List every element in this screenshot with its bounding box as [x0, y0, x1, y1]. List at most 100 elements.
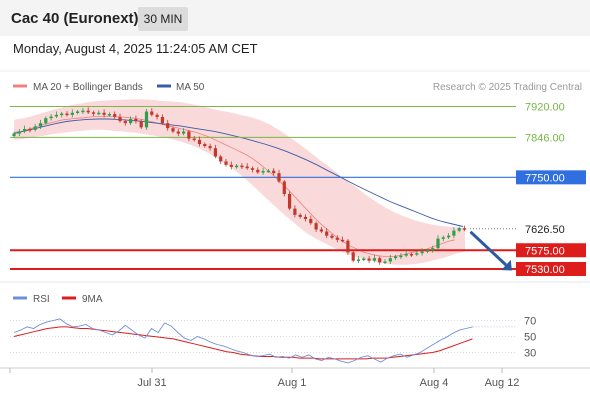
candle-body — [325, 231, 329, 236]
candle-body — [261, 171, 265, 173]
level-tag-7530.00 — [516, 262, 586, 276]
time-tick-label: Aug 12 — [485, 377, 520, 389]
candle-body — [86, 110, 90, 113]
candle-body — [383, 261, 387, 263]
level-tag-7750.00 — [516, 170, 586, 185]
legend-rsi-ma-label: 9MA — [82, 294, 103, 305]
forecast-arrow — [469, 230, 508, 267]
level-value-7575.00: 7575.00 — [525, 245, 565, 257]
candle-body — [107, 114, 111, 116]
candle-body — [351, 252, 355, 261]
legend-bollinger-label: MA 20 + Bollinger Bands — [33, 82, 143, 93]
candle-body — [17, 131, 21, 134]
candle-body — [203, 144, 207, 147]
candle-body — [404, 254, 408, 256]
rsi-tick-70: 70 — [524, 316, 536, 328]
candle-body — [378, 258, 382, 263]
candle-body — [65, 113, 69, 116]
candle-body — [197, 139, 202, 144]
candle-body — [213, 148, 217, 157]
candle-body — [420, 251, 424, 254]
candle-body — [129, 119, 133, 124]
candle-body — [54, 114, 58, 117]
candle-body — [288, 194, 292, 209]
candle-body — [388, 258, 392, 262]
candle-body — [123, 121, 127, 124]
candle-body — [176, 131, 180, 134]
candle-body — [219, 156, 223, 162]
candle-body — [102, 112, 106, 115]
candle-body — [399, 255, 403, 258]
candle-body — [113, 114, 117, 117]
candle-body — [81, 110, 85, 113]
candle-body — [362, 258, 366, 261]
candle-body — [409, 254, 414, 256]
level-value-7846.00: 7846.00 — [525, 132, 565, 144]
candle-body — [160, 116, 164, 124]
candle-body — [282, 181, 286, 194]
candle-body — [457, 228, 461, 231]
candle-body — [144, 111, 149, 128]
rsi-ma-line — [13, 326, 473, 360]
candle-body — [229, 164, 233, 167]
bollinger-band-area — [14, 99, 465, 265]
candle-body — [425, 250, 429, 252]
candle-body — [431, 248, 435, 251]
candle-body — [441, 237, 445, 239]
candle-body — [272, 170, 276, 174]
candle-body — [250, 168, 255, 170]
legend-ma50-label: MA 50 — [176, 82, 205, 93]
candle-body — [277, 173, 281, 182]
candle-body — [447, 235, 451, 238]
candle-body — [33, 126, 37, 130]
candle-body — [28, 129, 32, 131]
candle-body — [166, 123, 170, 129]
rsi-tick-50: 50 — [524, 332, 536, 344]
candle-body — [266, 170, 270, 173]
candle-body — [341, 239, 345, 242]
candle-body — [436, 238, 440, 249]
candle-body — [182, 131, 186, 134]
candle-body — [462, 228, 467, 230]
candle-body — [192, 138, 196, 141]
candle-body — [372, 258, 376, 261]
timeframe-button[interactable]: 30 MIN — [138, 7, 188, 31]
candle-body — [60, 113, 64, 116]
candle-body — [240, 165, 244, 168]
candle-body — [452, 230, 456, 236]
level-value-7530.00: 7530.00 — [525, 264, 565, 276]
candle-body — [171, 128, 175, 132]
candle-body — [256, 169, 260, 173]
ma20-line — [13, 116, 455, 257]
candle-body — [319, 229, 323, 232]
forecast-arrow-head — [501, 259, 512, 271]
candle-body — [23, 129, 27, 132]
candle-body — [224, 161, 228, 165]
candle-body — [150, 111, 154, 115]
candle-body — [303, 216, 308, 219]
candle-body — [44, 118, 48, 124]
candle-body — [208, 146, 212, 149]
candle-body — [139, 121, 143, 128]
level-tag-7920.00 — [516, 99, 586, 114]
candle-body — [97, 112, 101, 115]
legend-rsi-label: RSI — [33, 294, 50, 305]
candle-body — [38, 123, 43, 127]
rsi-line — [13, 318, 473, 364]
header-bar: Cac 40 (Euronext) 30 MIN — [0, 0, 590, 36]
candle-body — [314, 223, 318, 230]
source-note: Research © 2025 Trading Central — [433, 82, 582, 93]
candle-body — [335, 237, 339, 240]
datetime-label: Monday, August 4, 2025 11:24:05 AM CET — [13, 41, 258, 56]
candle-body — [134, 119, 138, 122]
level-value-7750.00: 7750.00 — [525, 172, 565, 184]
candle-body — [76, 111, 80, 113]
time-tick-label: Jul 31 — [137, 377, 166, 389]
level-tag-7626.50 — [516, 221, 586, 236]
candle-body — [245, 166, 249, 169]
level-tag-7846.00 — [516, 130, 586, 145]
candle-body — [187, 131, 191, 139]
candle-body — [235, 165, 239, 168]
time-tick-label: Aug 1 — [278, 377, 307, 389]
